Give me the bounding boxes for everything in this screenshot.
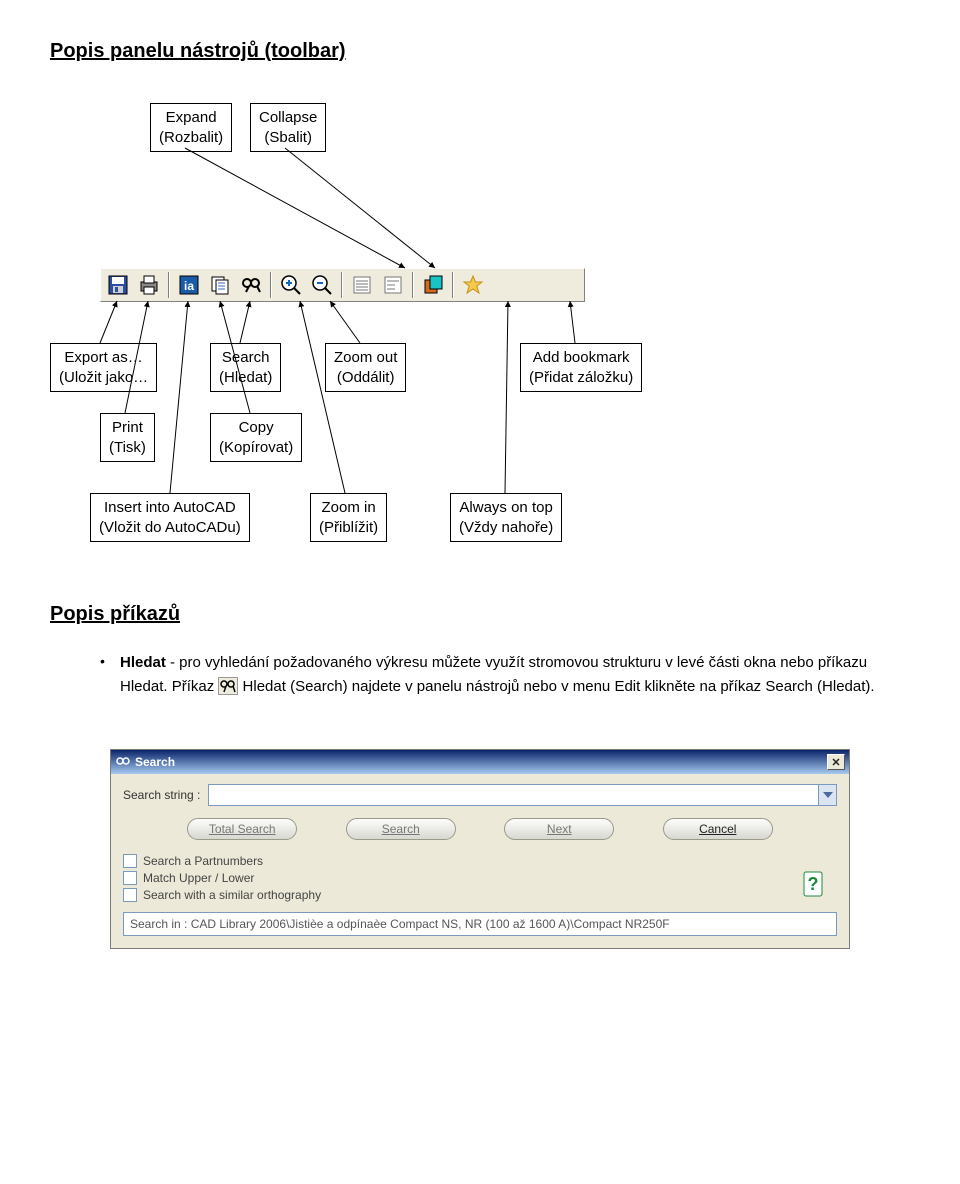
label-zoom-out: Zoom out (Oddálit) bbox=[325, 343, 406, 392]
svg-text:?: ? bbox=[808, 874, 819, 894]
check-label: Search a Partnumbers bbox=[143, 854, 263, 868]
search-string-label: Search string : bbox=[123, 788, 200, 802]
print-icon[interactable] bbox=[135, 271, 163, 299]
dropdown-icon[interactable] bbox=[818, 785, 836, 805]
search-input[interactable] bbox=[208, 784, 837, 806]
help-icon[interactable]: ? bbox=[799, 870, 829, 900]
search-button[interactable]: Search bbox=[346, 818, 456, 840]
svg-text:ia: ia bbox=[184, 279, 194, 293]
close-button[interactable]: ✕ bbox=[827, 754, 845, 770]
cancel-button[interactable]: Cancel bbox=[663, 818, 773, 840]
label-export: Export as… (Uložit jako… bbox=[50, 343, 157, 392]
sub-heading: Popis příkazů bbox=[50, 603, 910, 626]
save-icon[interactable] bbox=[104, 271, 132, 299]
dialog-title: Search bbox=[135, 755, 175, 769]
toolbar: ia bbox=[100, 268, 585, 302]
checkbox-case[interactable] bbox=[123, 871, 137, 885]
label-print: Print (Tisk) bbox=[100, 413, 155, 462]
separator bbox=[341, 272, 343, 298]
separator bbox=[412, 272, 414, 298]
label-insert-autocad: Insert into AutoCAD (Vložit do AutoCADu) bbox=[90, 493, 250, 542]
checkbox-similar[interactable] bbox=[123, 888, 137, 902]
label-collapse: Collapse (Sbalit) bbox=[250, 103, 326, 152]
always-on-top-icon[interactable] bbox=[419, 271, 447, 299]
expand-icon[interactable] bbox=[348, 271, 376, 299]
zoom-in-icon[interactable] bbox=[277, 271, 305, 299]
copy-icon[interactable] bbox=[206, 271, 234, 299]
separator bbox=[452, 272, 454, 298]
search-in-field: Search in : CAD Library 2006\Jistièe a o… bbox=[123, 912, 837, 936]
label-copy: Copy (Kopírovat) bbox=[210, 413, 302, 462]
search-icon[interactable] bbox=[237, 271, 265, 299]
zoom-out-icon[interactable] bbox=[308, 271, 336, 299]
label-search: Search (Hledat) bbox=[210, 343, 281, 392]
label-add-bookmark: Add bookmark (Přidat záložku) bbox=[520, 343, 642, 392]
search-icon bbox=[115, 755, 131, 769]
checkbox-partnumbers[interactable] bbox=[123, 854, 137, 868]
bullet-text: Hledat - pro vyhledání požadovaného výkr… bbox=[120, 651, 890, 699]
insert-autocad-icon[interactable]: ia bbox=[175, 271, 203, 299]
check-label: Match Upper / Lower bbox=[143, 871, 254, 885]
page-title: Popis panelu nástrojů (toolbar) bbox=[50, 40, 910, 63]
label-expand: Expand (Rozbalit) bbox=[150, 103, 232, 152]
toolbar-diagram: Expand (Rozbalit) Collapse (Sbalit) ia bbox=[50, 103, 910, 563]
bullet-item: • Hledat - pro vyhledání požadovaného vý… bbox=[100, 651, 890, 699]
collapse-icon[interactable] bbox=[379, 271, 407, 299]
separator bbox=[168, 272, 170, 298]
label-zoom-in: Zoom in (Přiblížit) bbox=[310, 493, 387, 542]
bullet-marker: • bbox=[100, 651, 120, 699]
bookmark-icon[interactable] bbox=[459, 271, 487, 299]
label-always-on-top: Always on top (Vždy nahoře) bbox=[450, 493, 562, 542]
total-search-button[interactable]: Total Search bbox=[187, 818, 297, 840]
next-button[interactable]: Next bbox=[504, 818, 614, 840]
dialog-titlebar: Search ✕ bbox=[111, 750, 849, 774]
separator bbox=[270, 272, 272, 298]
search-icon bbox=[218, 677, 238, 695]
check-label: Search with a similar orthography bbox=[143, 888, 321, 902]
search-dialog: Search ✕ Search string : Total Search Se… bbox=[110, 749, 850, 949]
